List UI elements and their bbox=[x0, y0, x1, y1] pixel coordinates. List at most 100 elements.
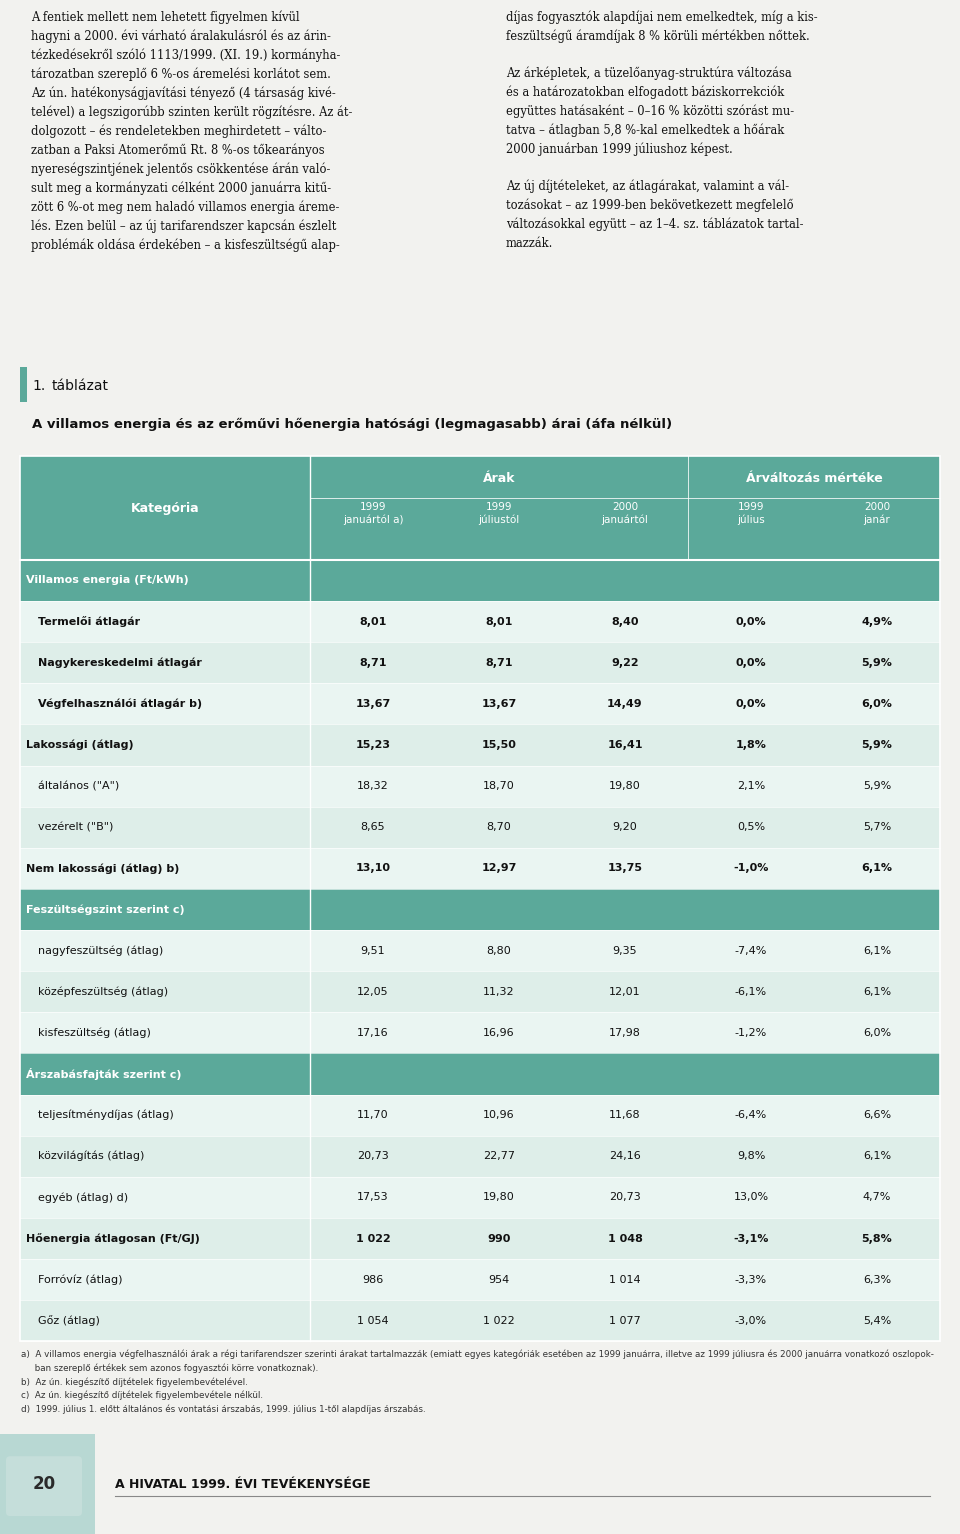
Text: 6,0%: 6,0% bbox=[863, 1028, 891, 1039]
Text: 15,23: 15,23 bbox=[355, 739, 391, 750]
Text: Kategória: Kategória bbox=[131, 502, 200, 514]
Text: 17,98: 17,98 bbox=[609, 1028, 641, 1039]
Text: 13,67: 13,67 bbox=[355, 700, 391, 709]
Text: 19,80: 19,80 bbox=[483, 1192, 515, 1203]
Text: 5,9%: 5,9% bbox=[861, 739, 893, 750]
Text: táblázat: táblázat bbox=[52, 379, 109, 393]
Text: 16,41: 16,41 bbox=[608, 739, 643, 750]
Text: 9,8%: 9,8% bbox=[737, 1150, 765, 1161]
Text: 12,01: 12,01 bbox=[610, 986, 641, 997]
Text: a)  A villamos energia végfelhasználói árak a régi tarifarendszer szerinti áraka: a) A villamos energia végfelhasználói ár… bbox=[21, 1350, 934, 1414]
Text: 13,67: 13,67 bbox=[481, 700, 516, 709]
Text: -3,3%: -3,3% bbox=[735, 1275, 767, 1284]
Text: 9,35: 9,35 bbox=[612, 945, 637, 956]
Text: kisfeszültség (átlag): kisfeszültség (átlag) bbox=[38, 1028, 151, 1039]
Text: Végfelhasználói átlagár b): Végfelhasználói átlagár b) bbox=[38, 698, 203, 709]
Text: 10,96: 10,96 bbox=[483, 1111, 515, 1120]
Text: 1 054: 1 054 bbox=[357, 1316, 389, 1325]
Text: 1999
januártól a): 1999 januártól a) bbox=[343, 503, 403, 525]
Bar bbox=[20, 765, 940, 807]
Text: 5,9%: 5,9% bbox=[863, 781, 891, 792]
Text: 8,01: 8,01 bbox=[486, 617, 513, 626]
Text: 1 022: 1 022 bbox=[483, 1316, 515, 1325]
Text: 1.: 1. bbox=[32, 379, 45, 393]
Bar bbox=[20, 848, 940, 888]
Text: 16,96: 16,96 bbox=[483, 1028, 515, 1039]
Bar bbox=[0, 1434, 95, 1534]
Text: Termelői átlagár: Termelői átlagár bbox=[38, 617, 140, 627]
Text: Árszabásfajták szerint c): Árszabásfajták szerint c) bbox=[26, 1068, 181, 1080]
Text: 18,32: 18,32 bbox=[357, 781, 389, 792]
Text: 9,20: 9,20 bbox=[612, 822, 637, 833]
Text: 20,73: 20,73 bbox=[610, 1192, 641, 1203]
Text: 20,73: 20,73 bbox=[357, 1150, 389, 1161]
Text: 13,75: 13,75 bbox=[608, 864, 642, 873]
Text: 20: 20 bbox=[33, 1476, 56, 1493]
Text: 9,22: 9,22 bbox=[612, 658, 638, 667]
Text: -6,1%: -6,1% bbox=[735, 986, 767, 997]
Text: Árváltozás mértéke: Árváltozás mértéke bbox=[746, 472, 882, 485]
Text: Lakossági (átlag): Lakossági (átlag) bbox=[26, 739, 133, 750]
Text: -7,4%: -7,4% bbox=[734, 945, 767, 956]
Bar bbox=[20, 1177, 940, 1218]
Text: Feszültségszint szerint c): Feszültségszint szerint c) bbox=[26, 904, 184, 914]
Text: Nem lakossági (átlag) b): Nem lakossági (átlag) b) bbox=[26, 864, 180, 873]
Text: 6,1%: 6,1% bbox=[863, 1150, 891, 1161]
Text: egyéb (átlag) d): egyéb (átlag) d) bbox=[38, 1192, 128, 1203]
Text: 1 014: 1 014 bbox=[610, 1275, 641, 1284]
Bar bbox=[20, 807, 940, 848]
Text: 18,70: 18,70 bbox=[483, 781, 515, 792]
Text: 954: 954 bbox=[489, 1275, 510, 1284]
Text: 11,70: 11,70 bbox=[357, 1111, 389, 1120]
Text: A villamos energia és az erőművi hőenergia hatósági (legmagasabb) árai (áfa nélk: A villamos energia és az erőművi hőenerg… bbox=[32, 417, 672, 431]
Text: 6,3%: 6,3% bbox=[863, 1275, 891, 1284]
Text: -1,2%: -1,2% bbox=[734, 1028, 767, 1039]
Text: 17,53: 17,53 bbox=[357, 1192, 389, 1203]
Text: 17,16: 17,16 bbox=[357, 1028, 389, 1039]
Text: 22,77: 22,77 bbox=[483, 1150, 515, 1161]
Text: díjas fogyasztók alapdíjai nem emelkedtek, míg a kis-
feszültségű áramdíjak 8 % : díjas fogyasztók alapdíjai nem emelkedte… bbox=[506, 11, 818, 250]
Text: 13,10: 13,10 bbox=[355, 864, 391, 873]
Text: 8,71: 8,71 bbox=[485, 658, 513, 667]
Text: 1999
július: 1999 július bbox=[737, 503, 765, 525]
Bar bbox=[20, 1095, 940, 1135]
Text: 6,0%: 6,0% bbox=[861, 700, 893, 709]
Text: 11,32: 11,32 bbox=[483, 986, 515, 997]
Text: 2,1%: 2,1% bbox=[737, 781, 765, 792]
Text: 5,8%: 5,8% bbox=[862, 1233, 893, 1244]
Text: Forróvíz (átlag): Forróvíz (átlag) bbox=[38, 1275, 123, 1285]
Text: Árak: Árak bbox=[483, 472, 516, 485]
Text: 8,80: 8,80 bbox=[487, 945, 512, 956]
Text: 5,4%: 5,4% bbox=[863, 1316, 891, 1325]
Bar bbox=[20, 1054, 940, 1095]
Text: 8,40: 8,40 bbox=[612, 617, 638, 626]
Text: 6,6%: 6,6% bbox=[863, 1111, 891, 1120]
Text: 12,05: 12,05 bbox=[357, 986, 389, 997]
Text: 5,7%: 5,7% bbox=[863, 822, 891, 833]
Bar bbox=[20, 601, 940, 643]
Text: -1,0%: -1,0% bbox=[733, 864, 769, 873]
Text: -6,4%: -6,4% bbox=[734, 1111, 767, 1120]
Text: -3,0%: -3,0% bbox=[735, 1316, 767, 1325]
Text: 8,01: 8,01 bbox=[359, 617, 387, 626]
Text: 6,1%: 6,1% bbox=[863, 945, 891, 956]
Text: 13,0%: 13,0% bbox=[733, 1192, 769, 1203]
Bar bbox=[20, 930, 940, 971]
Bar bbox=[20, 367, 27, 402]
Text: 1 022: 1 022 bbox=[355, 1233, 391, 1244]
Text: vezérelt ("B"): vezérelt ("B") bbox=[38, 822, 113, 833]
Text: 8,71: 8,71 bbox=[359, 658, 387, 667]
Bar bbox=[20, 971, 940, 1012]
Text: 6,1%: 6,1% bbox=[861, 864, 893, 873]
Text: 1 077: 1 077 bbox=[610, 1316, 641, 1325]
Text: 1 048: 1 048 bbox=[608, 1233, 642, 1244]
Text: 0,0%: 0,0% bbox=[735, 700, 766, 709]
Text: 2000
januártól: 2000 januártól bbox=[602, 503, 648, 525]
Text: 1,8%: 1,8% bbox=[735, 739, 766, 750]
Text: 11,68: 11,68 bbox=[610, 1111, 641, 1120]
Text: középfeszültség (átlag): középfeszültség (átlag) bbox=[38, 986, 168, 997]
Text: 9,51: 9,51 bbox=[361, 945, 385, 956]
Text: 6,1%: 6,1% bbox=[863, 986, 891, 997]
Text: 4,7%: 4,7% bbox=[863, 1192, 891, 1203]
Text: 12,97: 12,97 bbox=[481, 864, 516, 873]
